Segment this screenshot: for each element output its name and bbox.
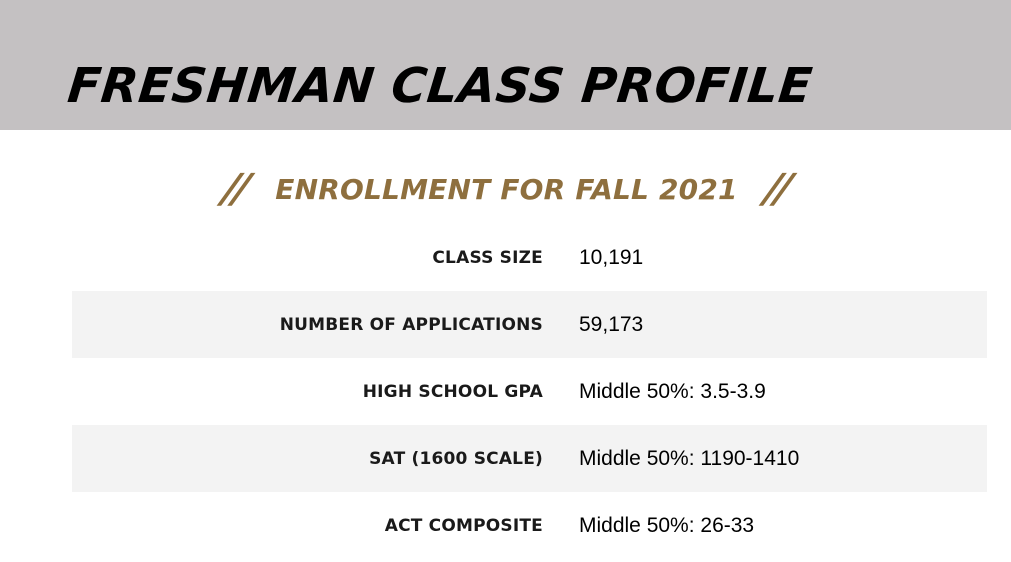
stat-row-applications: NUMBER OF APPLICATIONS 59,173 [72,291,987,358]
stat-value: Middle 50%: 26-33 [579,513,755,537]
section-heading: // ENROLLMENT FOR FALL 2021 // [0,166,1011,212]
page-title: FRESHMAN CLASS PROFILE [65,58,816,114]
stat-value: 10,191 [579,245,644,269]
right-slash-ornament: // [760,166,792,212]
stat-label: NUMBER OF APPLICATIONS [279,314,543,335]
stat-value: Middle 50%: 1190-1410 [579,446,800,470]
stat-label: CLASS SIZE [432,247,543,268]
header-band: FRESHMAN CLASS PROFILE [0,0,1011,130]
stat-value: 59,173 [579,312,644,336]
stat-value: Middle 50%: 3.5-3.9 [579,379,766,403]
stat-row-sat: SAT (1600 SCALE) Middle 50%: 1190-1410 [72,425,987,492]
stat-row-class-size: CLASS SIZE 10,191 [72,224,987,291]
section-title: ENROLLMENT FOR FALL 2021 [275,172,738,206]
stat-label: ACT COMPOSITE [384,515,543,536]
stat-row-act: ACT COMPOSITE Middle 50%: 26-33 [72,492,987,559]
stat-label: SAT (1600 SCALE) [369,448,543,469]
stats-table: CLASS SIZE 10,191 NUMBER OF APPLICATIONS… [72,224,987,559]
stat-row-gpa: HIGH SCHOOL GPA Middle 50%: 3.5-3.9 [72,358,987,425]
left-slash-ornament: // [219,166,251,212]
stat-label: HIGH SCHOOL GPA [362,381,543,402]
